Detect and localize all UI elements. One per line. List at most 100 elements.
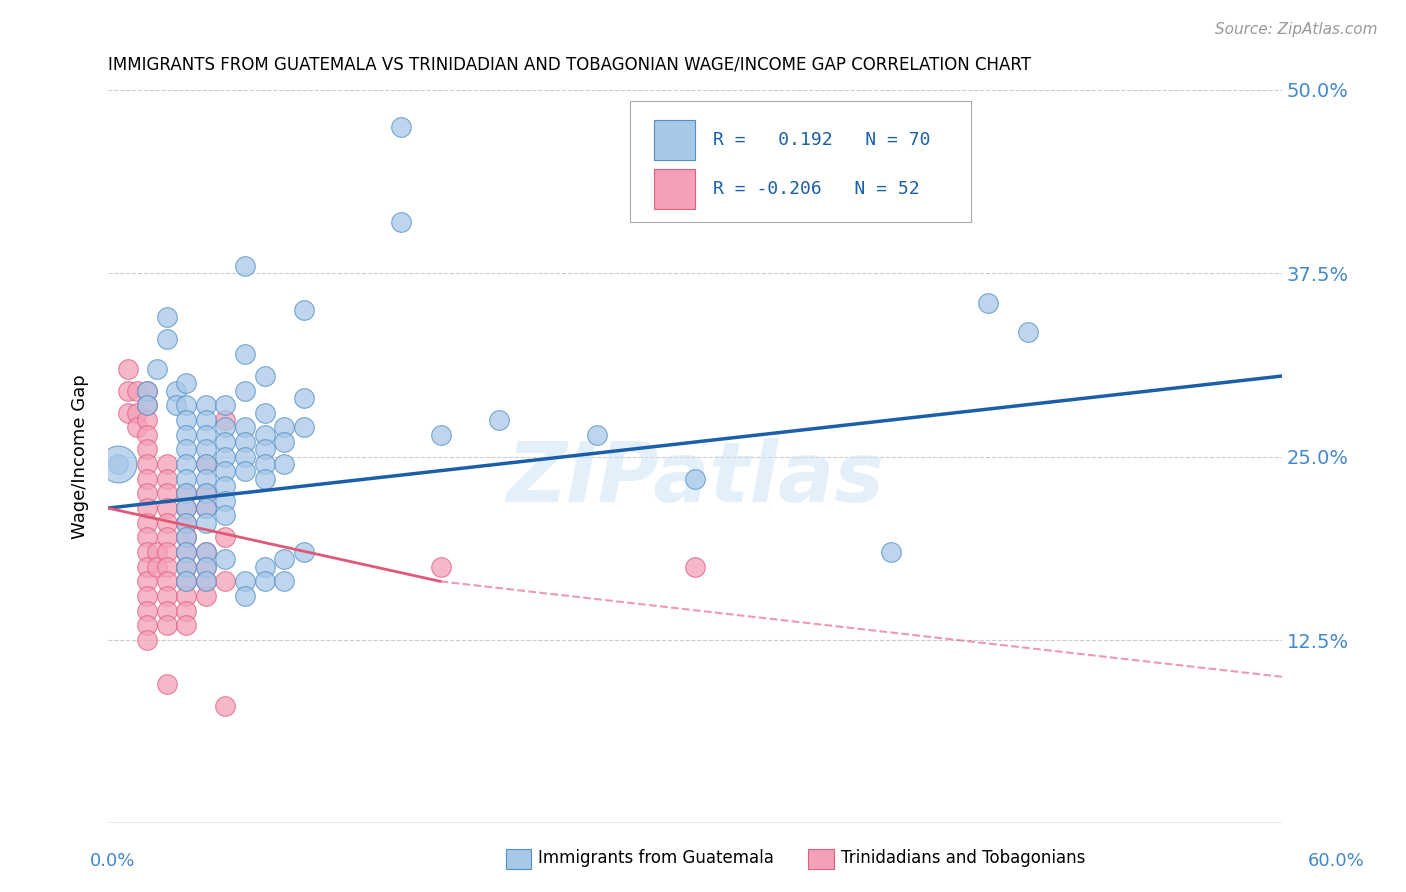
Point	[136, 472, 159, 486]
Point	[174, 618, 197, 632]
Point	[233, 435, 256, 450]
Point	[136, 559, 159, 574]
Point	[174, 574, 197, 589]
FancyBboxPatch shape	[630, 101, 970, 222]
Point	[253, 472, 276, 486]
Point	[117, 406, 139, 420]
Point	[117, 384, 139, 398]
Point	[127, 406, 149, 420]
Point	[174, 559, 197, 574]
Point	[174, 516, 197, 530]
Point	[194, 501, 217, 516]
Point	[136, 501, 159, 516]
Point	[174, 574, 197, 589]
Point	[156, 589, 179, 603]
Point	[156, 472, 179, 486]
Point	[156, 332, 179, 346]
Text: R =   0.192   N = 70: R = 0.192 N = 70	[713, 131, 929, 149]
Point	[146, 559, 169, 574]
Point	[194, 457, 217, 471]
Point	[136, 384, 159, 398]
Point	[273, 435, 295, 450]
Text: 60.0%: 60.0%	[1308, 852, 1364, 870]
Point	[136, 618, 159, 632]
Point	[156, 545, 179, 559]
Point	[107, 457, 129, 471]
Point	[233, 464, 256, 478]
Point	[174, 545, 197, 559]
Point	[391, 215, 413, 229]
Point	[194, 589, 217, 603]
Point	[233, 450, 256, 464]
Point	[156, 501, 179, 516]
Point	[488, 413, 510, 427]
Point	[214, 699, 236, 714]
Point	[194, 413, 217, 427]
Point	[166, 398, 188, 412]
Point	[156, 559, 179, 574]
Point	[214, 508, 236, 523]
Point	[233, 347, 256, 361]
Point	[174, 530, 197, 544]
Point	[214, 420, 236, 434]
Point	[136, 413, 159, 427]
Point	[194, 442, 217, 457]
Point	[233, 384, 256, 398]
Point	[214, 398, 236, 412]
Point	[174, 427, 197, 442]
Point	[127, 420, 149, 434]
Point	[586, 427, 609, 442]
Text: ZIPatlas: ZIPatlas	[506, 438, 884, 519]
Point	[136, 398, 159, 412]
Point	[1017, 325, 1039, 339]
Point	[174, 457, 197, 471]
Point	[273, 420, 295, 434]
Text: Immigrants from Guatemala: Immigrants from Guatemala	[538, 849, 775, 867]
Point	[174, 545, 197, 559]
Point	[233, 420, 256, 434]
FancyBboxPatch shape	[654, 120, 695, 160]
Point	[214, 413, 236, 427]
Point	[174, 559, 197, 574]
Point	[174, 486, 197, 500]
Point	[136, 633, 159, 648]
Point	[292, 391, 315, 405]
Point	[214, 464, 236, 478]
Point	[391, 120, 413, 134]
Point	[194, 516, 217, 530]
Point	[292, 420, 315, 434]
Point	[156, 604, 179, 618]
Point	[136, 530, 159, 544]
Point	[214, 552, 236, 566]
Point	[233, 589, 256, 603]
Point	[174, 604, 197, 618]
Point	[117, 361, 139, 376]
Point	[194, 427, 217, 442]
Point	[214, 530, 236, 544]
Point	[127, 384, 149, 398]
Bar	[506, 849, 531, 869]
Point	[194, 486, 217, 500]
Point	[194, 545, 217, 559]
Point	[146, 545, 169, 559]
Point	[174, 486, 197, 500]
Point	[273, 552, 295, 566]
Point	[214, 574, 236, 589]
Text: Trinidadians and Tobagonians: Trinidadians and Tobagonians	[841, 849, 1085, 867]
Point	[253, 574, 276, 589]
Point	[233, 574, 256, 589]
Point	[156, 486, 179, 500]
Point	[174, 442, 197, 457]
Point	[136, 589, 159, 603]
Point	[174, 589, 197, 603]
Point	[253, 406, 276, 420]
Point	[156, 574, 179, 589]
FancyBboxPatch shape	[654, 169, 695, 209]
Point	[273, 457, 295, 471]
Point	[156, 677, 179, 691]
Text: Source: ZipAtlas.com: Source: ZipAtlas.com	[1215, 22, 1378, 37]
Point	[174, 501, 197, 516]
Point	[194, 501, 217, 516]
Point	[156, 618, 179, 632]
Point	[174, 501, 197, 516]
